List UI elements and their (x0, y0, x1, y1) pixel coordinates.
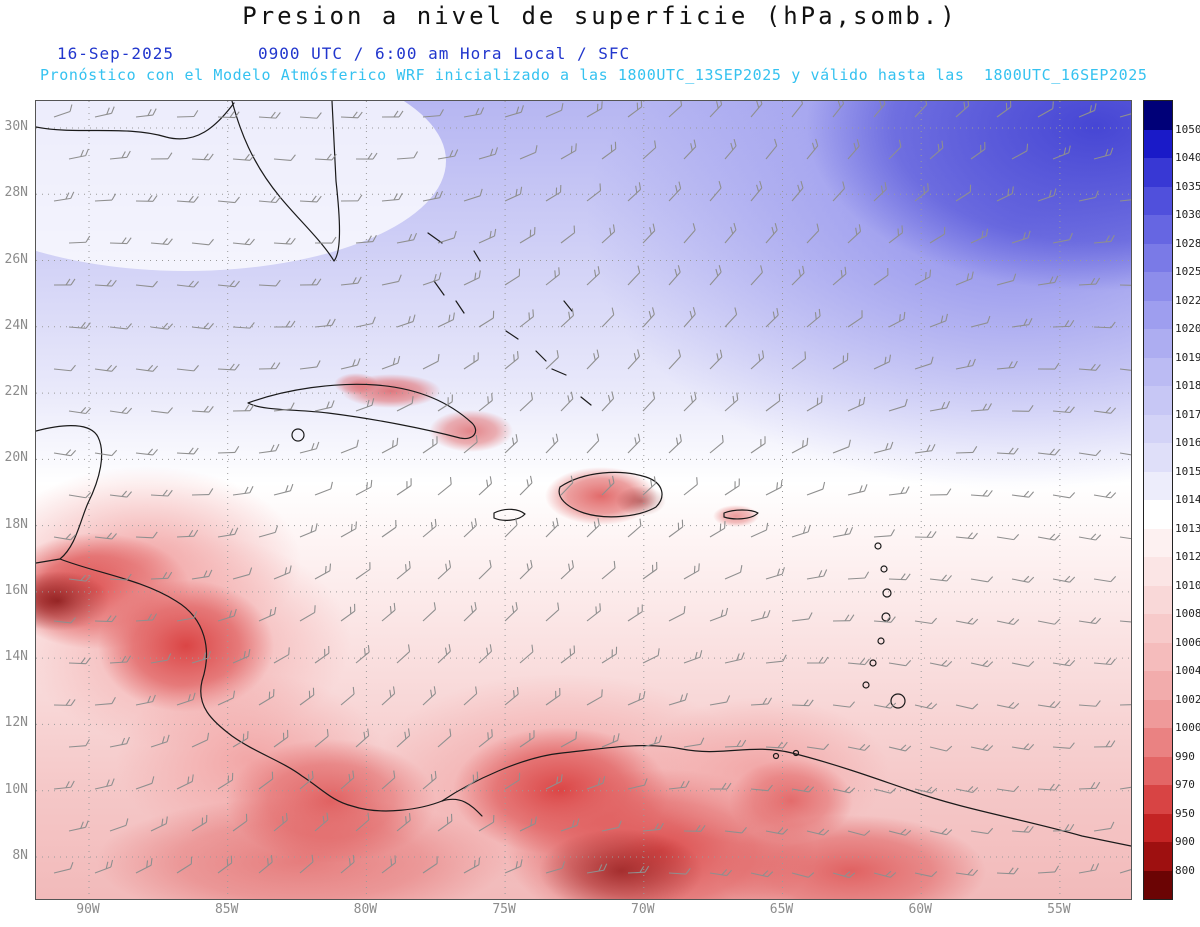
colorbar-tick-label: 1013 (1175, 521, 1200, 535)
lon-tick-label: 90W (76, 902, 100, 917)
colorbar-tick-label: 1015 (1175, 464, 1200, 478)
colorbar-tick-label: 950 (1175, 806, 1195, 820)
lon-tick-label: 65W (769, 902, 794, 917)
colorbar-segment (1144, 186, 1172, 215)
colorbar-tick-label: 1016 (1175, 436, 1200, 449)
colorbar-segment (1144, 414, 1172, 443)
lat-tick-label: 20N (4, 450, 28, 466)
lat-tick-label: 22N (4, 384, 28, 400)
colorbar-segment (1144, 443, 1172, 472)
colorbar-tick-label: 1017 (1175, 407, 1200, 421)
colorbar-tick-label: 1018 (1175, 379, 1200, 392)
colorbar-segment (1144, 642, 1172, 671)
colorbar-segment (1144, 243, 1172, 272)
colorbar-tick-label: 1000 (1175, 721, 1200, 734)
colorbar-tick-label: 1028 (1175, 236, 1200, 250)
colorbar-tick-label: 900 (1175, 835, 1195, 848)
colorbar-segment (1144, 557, 1172, 586)
colorbar-segment (1144, 870, 1172, 899)
colorbar-tick-label: 1019 (1175, 350, 1200, 364)
colorbar-tick-label: 1010 (1175, 578, 1200, 592)
grid-lines (36, 101, 1131, 899)
colorbar-tick-label: 1022 (1175, 293, 1200, 307)
valid-time-label: 0900 UTC / 6:00 am Hora Local / SFC (258, 44, 631, 63)
lat-tick-label: 14N (4, 649, 28, 665)
colorbar-segment (1144, 528, 1172, 557)
colorbar-tick-label: 1020 (1175, 322, 1200, 335)
colorbar-tick-label: 1040 (1175, 151, 1200, 164)
colorbar-tick-label: 800 (1175, 863, 1195, 877)
pressure-map-svg (36, 101, 1131, 899)
colorbar-labels: 1050 1040 1035 1030 1028 1025 1022 1020 1019 1018… (1175, 100, 1200, 898)
lat-tick-label: 30N (4, 119, 28, 134)
lon-tick-label: 70W (631, 902, 655, 917)
colorbar-tick-label: 990 (1175, 749, 1195, 763)
colorbar-tick-label: 1002 (1175, 692, 1200, 706)
lat-tick-label: 12N (4, 715, 28, 731)
date-label: 16-Sep-2025 (57, 44, 174, 63)
lon-tick-label: 85W (214, 902, 239, 917)
lon-tick-label: 75W (492, 902, 516, 917)
pressure-field-anomalies (36, 101, 1131, 899)
lat-tick-label: 26N (4, 251, 28, 267)
lon-tick-label: 60W (908, 902, 932, 917)
colorbar-segment (1144, 585, 1172, 614)
colorbar-tick-label: 1004 (1175, 664, 1200, 677)
lat-tick-label: 16N (4, 582, 28, 598)
colorbar-segment (1144, 813, 1172, 842)
colorbar-segment (1144, 129, 1172, 158)
lat-tick-label: 28N (4, 185, 28, 201)
colorbar-segment (1144, 158, 1172, 187)
colorbar-segment (1144, 785, 1172, 814)
lat-tick-label: 18N (4, 516, 28, 532)
colorbar-segment (1144, 471, 1172, 500)
colorbar-tick-label: 1008 (1175, 607, 1200, 620)
colorbar-tick-label: 1006 (1175, 635, 1200, 649)
colorbar-segment (1144, 329, 1172, 358)
lon-tick-label: 55W (1047, 902, 1071, 917)
lat-tick-label: 24N (4, 317, 28, 333)
page-title: Presion a nivel de superficie (hPa,somb.… (242, 2, 958, 30)
map-canvas: Sisπ- ONAMET/REP.DOM. (35, 100, 1132, 900)
colorbar-tick-label: 1050 (1175, 122, 1200, 136)
colorbar-segment (1144, 101, 1172, 130)
longitude-axis: 90W 85W 80W 75W 70W 65W 60W 55W (35, 902, 1130, 920)
coastlines (36, 101, 1131, 847)
lat-tick-label: 8N (12, 847, 28, 863)
colorbar-tick-label: 1035 (1175, 179, 1200, 193)
latitude-axis: 30N 28N 26N 24N 22N 20N 18N 16N 14N 12N 10N 8N (0, 100, 33, 898)
colorbar-segment (1144, 614, 1172, 643)
forecast-info-label: Pronóstico con el Modelo Atmósferico WRF… (40, 66, 1148, 84)
colorbar-segment (1144, 386, 1172, 415)
colorbar-segment (1144, 671, 1172, 700)
colorbar-segment (1144, 728, 1172, 757)
colorbar-tick-label: 1030 (1175, 208, 1200, 221)
lon-tick-label: 80W (353, 902, 378, 917)
colorbar-tick-label: 1025 (1175, 265, 1200, 278)
colorbar-legend: 1050 1040 1035 1030 1028 1025 1022 1020 1019 1018… (1143, 100, 1200, 900)
colorbar-segment (1144, 699, 1172, 728)
colorbar-segments (1143, 100, 1173, 900)
colorbar-tick-label: 1012 (1175, 550, 1200, 563)
colorbar-segment (1144, 500, 1172, 529)
colorbar-segment (1144, 215, 1172, 244)
colorbar-segment (1144, 357, 1172, 386)
colorbar-tick-label: 970 (1175, 778, 1195, 791)
colorbar-segment (1144, 756, 1172, 785)
lat-tick-label: 10N (4, 781, 28, 797)
colorbar-segment (1144, 272, 1172, 301)
colorbar-segment (1144, 300, 1172, 329)
colorbar-tick-label: 1014 (1175, 493, 1200, 506)
colorbar-segment (1144, 842, 1172, 871)
